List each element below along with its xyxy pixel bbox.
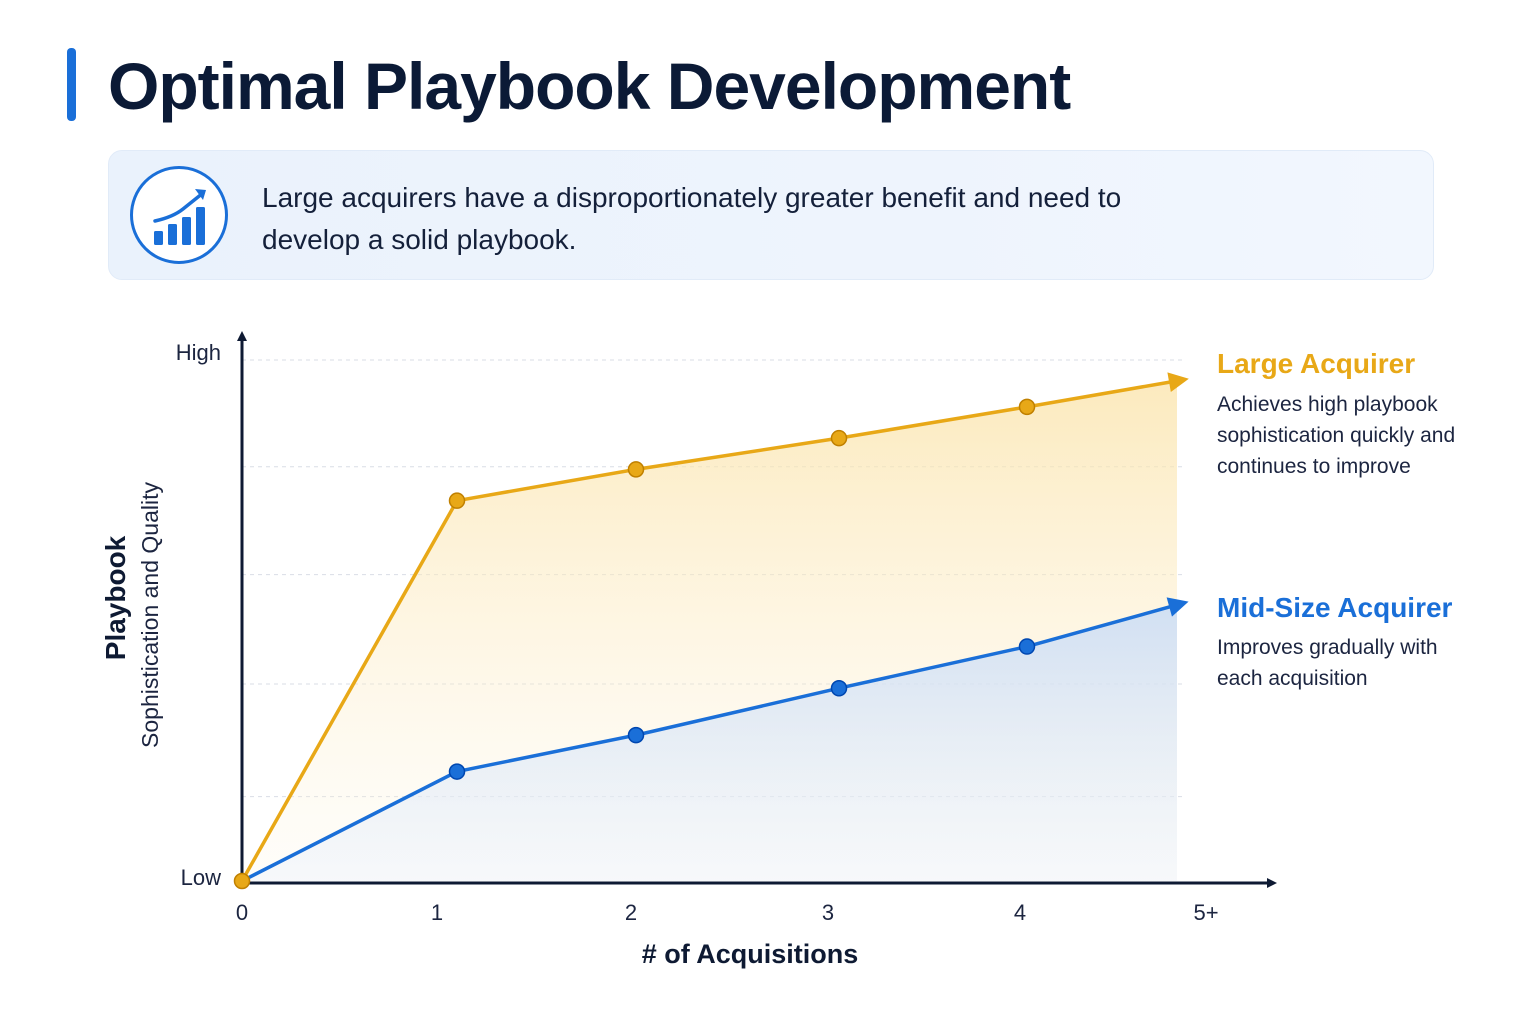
data-point-ring-s1-2 — [627, 726, 645, 744]
series-line-0 — [240, 379, 1179, 883]
series-arrowhead-0 — [1167, 372, 1189, 393]
legend-large-title: Large Acquirer — [1217, 348, 1416, 379]
x-tick-label-1: 1 — [431, 900, 443, 925]
legend-mid-desc: Improves gradually with each acquisition — [1217, 636, 1438, 690]
legend-mid-title: Mid-Size Acquirer — [1217, 592, 1453, 623]
data-point-ring-s1-1 — [448, 763, 466, 780]
data-point-ring-s0-1 — [448, 492, 466, 509]
x-axis-label: # of Acquisitions — [642, 939, 859, 969]
legend-large-desc: Achieves high playbook sophistication qu… — [1217, 393, 1456, 478]
x-tick-label-4: 4 — [1014, 900, 1026, 925]
series-line-1 — [240, 603, 1179, 883]
y-axis-sublabel: Sophistication and Quality — [137, 482, 163, 748]
x-tick-label-3: 3 — [822, 900, 834, 925]
series-arrowhead-1 — [1166, 597, 1189, 617]
y-tick-label-low: Low — [181, 865, 221, 890]
page-title: Optimal Playbook Development — [108, 49, 1071, 123]
callout-text: Large acquirers have a disproportionatel… — [262, 182, 1122, 255]
growth-chart-icon — [130, 166, 228, 264]
insight-callout: Large acquirers have a disproportionatel… — [108, 150, 1434, 280]
data-point-ring-s1-3 — [830, 679, 848, 697]
data-point-ring-s1-4 — [1018, 638, 1036, 655]
data-point-ring-s0-2 — [627, 461, 645, 478]
data-point-ring-s0-3 — [830, 429, 848, 447]
area-series-1 — [242, 604, 1177, 881]
x-tick-label-0: 0 — [236, 900, 248, 925]
y-axis-label: Playbook — [100, 535, 131, 660]
x-tick-label-5: 5+ — [1193, 900, 1218, 925]
x-tick-label-2: 2 — [625, 900, 637, 925]
y-tick-label-high: High — [176, 340, 221, 365]
data-point-ring-s0-0 — [233, 872, 251, 890]
data-point-ring-s0-4 — [1018, 398, 1036, 416]
title-accent-bar — [67, 48, 76, 121]
